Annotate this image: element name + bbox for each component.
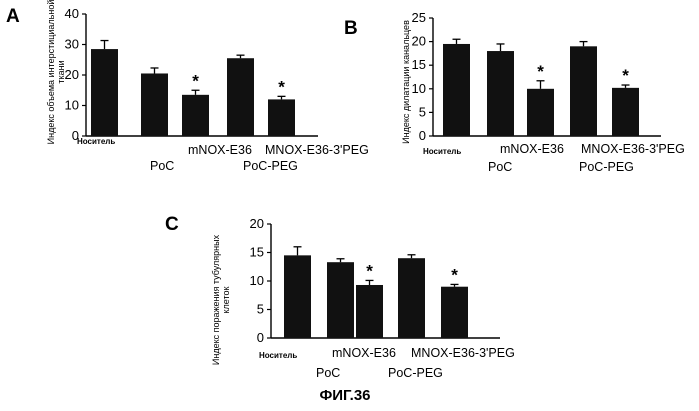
panel-a-significance-marker: * (278, 77, 285, 96)
panel-c-bar (398, 258, 425, 338)
panel-c-y-tick-label: 5 (257, 302, 264, 317)
panel-c-ylabel-line: клеток (221, 286, 231, 313)
panel-c-category-label: MNOX-E36-3'PEG (411, 346, 515, 360)
panel-b-bar (443, 44, 470, 136)
panel-b-y-tick-label: 5 (419, 104, 426, 119)
panel-b-significance-marker: * (622, 66, 629, 85)
panel-a-category-label: PoC (150, 159, 174, 173)
panel-b-bar (527, 89, 554, 136)
panel-c-category-label: Носитель (259, 351, 297, 360)
panel-c-y-tick-label: 20 (250, 216, 264, 231)
panel-a-significance-marker: * (192, 71, 199, 90)
panel-a-bar (268, 99, 295, 136)
panel-a-y-tick-label: 40 (65, 6, 79, 21)
panel-b-y-tick-label: 25 (412, 10, 426, 25)
panel-c-category-label: mNOX-E36 (332, 346, 396, 360)
panel-b-y-tick-label: 20 (412, 34, 426, 49)
panel-a-bar (141, 73, 168, 136)
panel-b-letter: B (344, 18, 358, 39)
panel-c-category-label: PoC-PEG (388, 366, 443, 380)
panel-b-category-label: Носитель (423, 147, 461, 156)
panel-a-bar (91, 49, 118, 136)
panel-b-category-label: PoC (488, 160, 512, 174)
panel-c-bar (356, 285, 383, 338)
panel-a-y-tick-label: 30 (65, 37, 79, 52)
panel-c-y-tick-label: 15 (250, 245, 264, 260)
panel-a-category-label: mNOX-E36 (188, 143, 252, 157)
panel-a-category-label: PoC-PEG (243, 159, 298, 173)
panel-a-category-label: Носитель (77, 137, 115, 146)
panel-b-bar (487, 51, 514, 136)
panel-b-significance-marker: * (537, 62, 544, 81)
panel-c-letter: C (165, 214, 179, 235)
panel-b-category-label: MNOX-E36-3'PEG (581, 142, 685, 156)
panel-a-y-tick-label: 20 (65, 67, 79, 82)
panel-c-ylabel-line: Индекс поражения тубулярных (211, 234, 221, 365)
panel-b-category-label: PoC-PEG (579, 160, 634, 174)
panel-b-bar (570, 46, 597, 136)
figure-caption: ФИГ.36 (319, 387, 370, 404)
panel-a-bar (182, 95, 209, 136)
panel-c-y-tick-label: 0 (257, 330, 264, 345)
panel-b-bar (612, 88, 639, 136)
panel-c-bar (284, 255, 311, 338)
panel-b-y-tick-label: 10 (412, 81, 426, 96)
panel-c-significance-marker: * (366, 261, 373, 280)
panel-a-ylabel-line: Индекс объема интерстициальной (46, 0, 56, 144)
panel-b-y-tick-label: 15 (412, 57, 426, 72)
panel-c-bar (441, 287, 468, 338)
panel-a-y-tick-label: 10 (65, 98, 79, 113)
panel-c-bar (327, 262, 354, 338)
panel-c-significance-marker: * (451, 265, 458, 284)
panel-b-category-label: mNOX-E36 (500, 142, 564, 156)
panel-a-letter: A (6, 6, 20, 27)
panel-c-y-tick-label: 10 (250, 273, 264, 288)
panel-a-bar (227, 58, 254, 136)
panel-b-ylabel-line: Индекс дилатации канальцев (401, 20, 411, 144)
panel-a-category-label: MNOX-E36-3'PEG (265, 143, 369, 157)
panel-c-category-label: PoC (316, 366, 340, 380)
panel-b-y-tick-label: 0 (419, 128, 426, 143)
